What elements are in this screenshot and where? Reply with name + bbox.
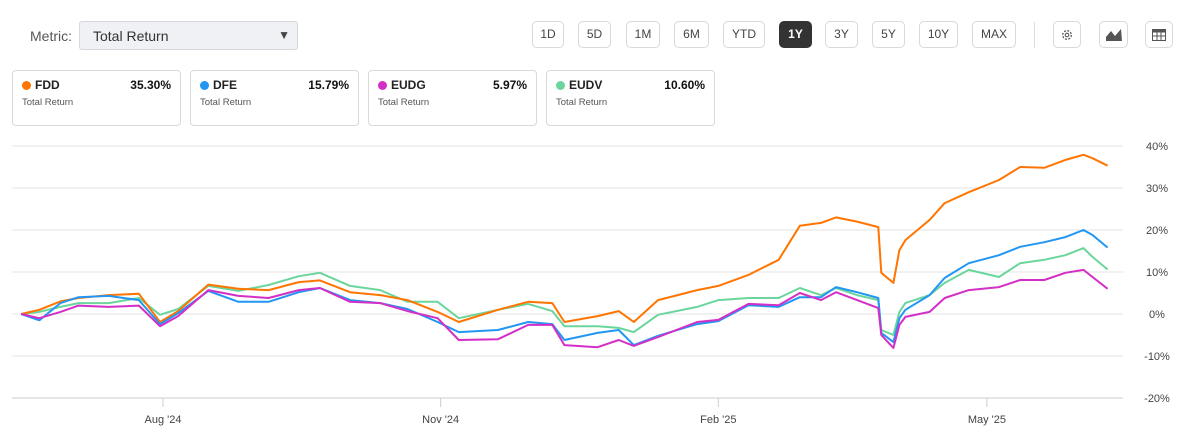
y-tick-label: 0% — [1149, 309, 1165, 321]
series-line-dfe — [20, 229, 1109, 347]
y-tick-label: 40% — [1146, 141, 1168, 153]
card-value: 15.79% — [308, 78, 349, 92]
card-ticker: EUDG — [391, 78, 426, 92]
card-subtitle: Total Return — [556, 97, 608, 108]
series-color-dot — [378, 81, 387, 90]
caret-down-icon: ▼ — [278, 28, 290, 42]
card-ticker: DFE — [213, 78, 237, 92]
series-line-eudg — [20, 268, 1109, 349]
x-tick-label: Nov '24 — [422, 414, 459, 426]
range-button-max[interactable]: MAX — [972, 21, 1016, 48]
metric-dropdown[interactable]: Total Return ▼ — [79, 21, 298, 50]
card-subtitle: Total Return — [22, 97, 74, 108]
range-button-1m[interactable]: 1M — [626, 21, 660, 48]
range-button-ytd[interactable]: YTD — [723, 21, 765, 48]
range-button-10y[interactable]: 10Y — [919, 21, 958, 48]
x-tick-label: Aug '24 — [145, 414, 182, 426]
area-chart-icon — [1105, 29, 1122, 41]
series-line-fdd — [20, 153, 1109, 323]
table-view-button[interactable] — [1145, 21, 1173, 48]
range-button-1d[interactable]: 1D — [532, 21, 564, 48]
card-ticker: FDD — [35, 78, 60, 92]
legend-card-dfe[interactable]: DFE 15.79% Total Return — [190, 70, 359, 126]
gear-icon — [1062, 30, 1072, 40]
range-button-5y[interactable]: 5Y — [872, 21, 905, 48]
range-button-3y[interactable]: 3Y — [825, 21, 858, 48]
series-color-dot — [556, 81, 565, 90]
legend-card-fdd[interactable]: FDD 35.30% Total Return — [12, 70, 181, 126]
legend-card-eudg[interactable]: EUDG 5.97% Total Return — [368, 70, 537, 126]
range-button-5d[interactable]: 5D — [578, 21, 611, 48]
series-color-dot — [200, 81, 209, 90]
card-value: 5.97% — [492, 78, 527, 92]
series-color-dot — [22, 81, 31, 90]
y-tick-label: 30% — [1146, 183, 1168, 195]
x-tick-label: May '25 — [968, 414, 1006, 426]
card-subtitle: Total Return — [378, 97, 430, 108]
range-button-6m[interactable]: 6M — [674, 21, 709, 48]
chart-type-button[interactable] — [1099, 21, 1128, 48]
range-button-1y[interactable]: 1Y — [779, 21, 812, 48]
card-value: 35.30% — [130, 78, 171, 92]
settings-button[interactable] — [1053, 21, 1081, 48]
y-tick-label: 20% — [1146, 225, 1168, 237]
metric-dropdown-value: Total Return — [93, 28, 169, 44]
metric-label: Metric: — [30, 28, 72, 44]
y-tick-label: 10% — [1146, 267, 1168, 279]
y-tick-label: -20% — [1144, 393, 1170, 405]
card-value: 10.60% — [664, 78, 705, 92]
card-subtitle: Total Return — [200, 97, 252, 108]
toolbar-divider — [1034, 22, 1035, 48]
y-tick-label: -10% — [1144, 351, 1170, 363]
x-tick-label: Feb '25 — [700, 414, 736, 426]
table-icon — [1152, 29, 1166, 41]
legend-card-eudv[interactable]: EUDV 10.60% Total Return — [546, 70, 715, 126]
card-ticker: EUDV — [569, 78, 603, 92]
